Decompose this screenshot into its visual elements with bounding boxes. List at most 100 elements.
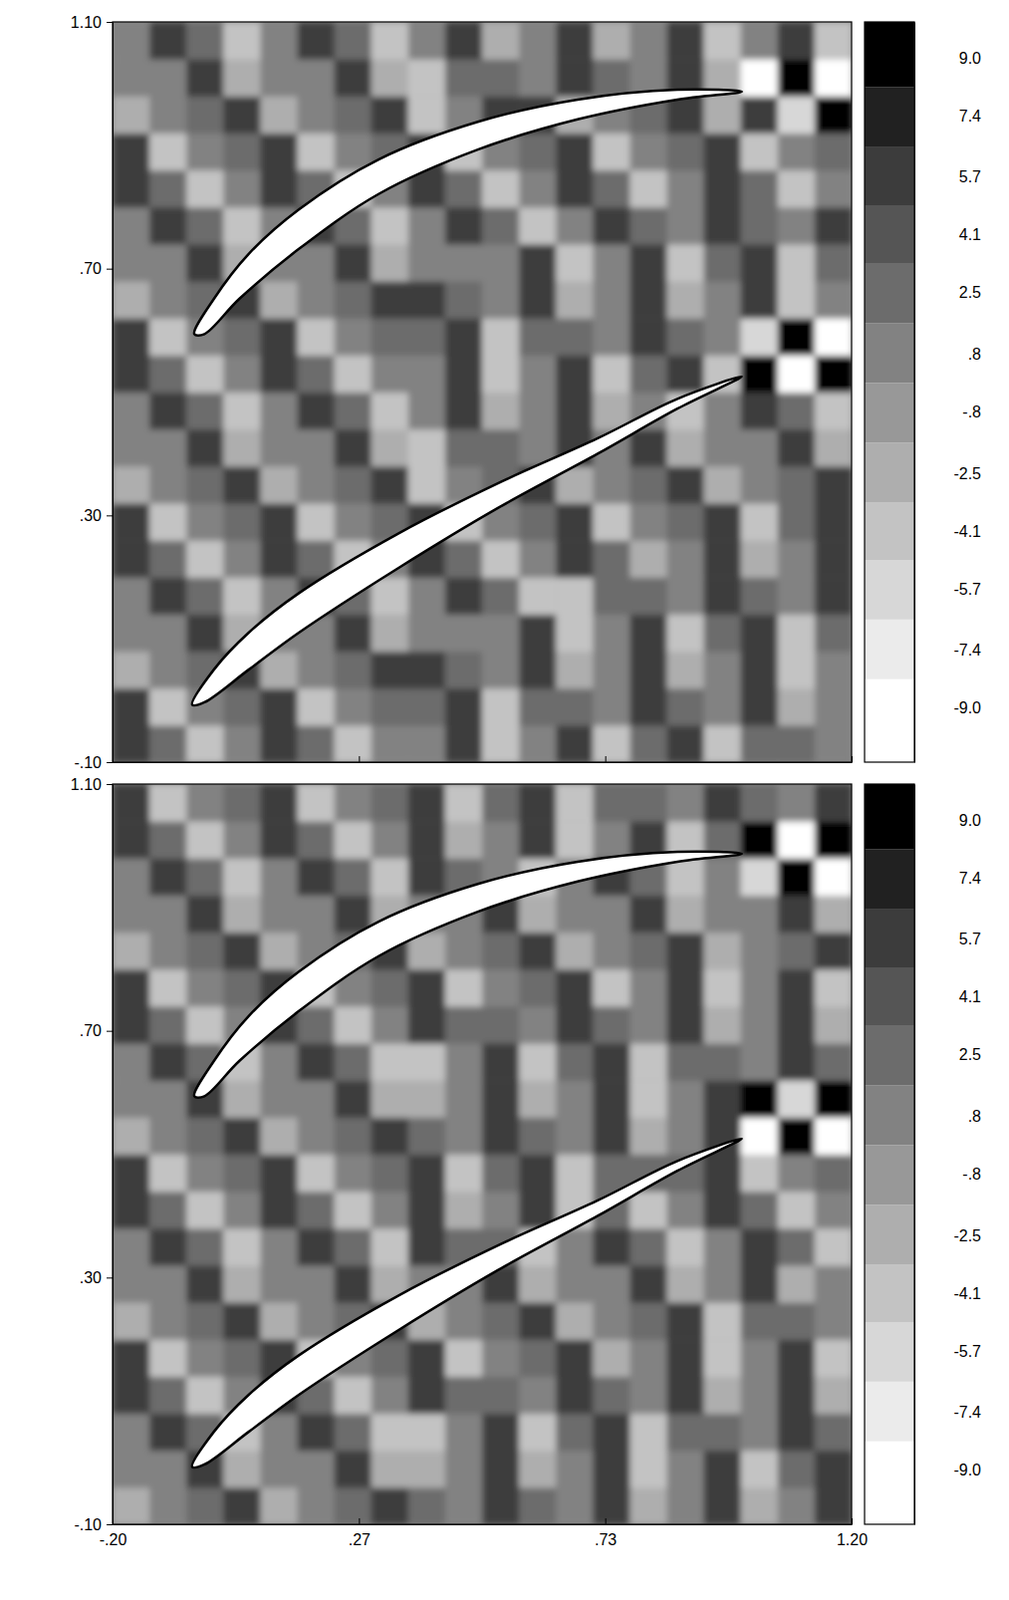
cell bbox=[555, 969, 594, 1008]
cell bbox=[518, 783, 557, 822]
cell bbox=[518, 21, 557, 60]
cell bbox=[777, 725, 816, 762]
cell bbox=[445, 354, 484, 393]
cell bbox=[186, 132, 225, 171]
cell bbox=[777, 1042, 816, 1081]
cell bbox=[704, 1413, 743, 1452]
cell bbox=[445, 969, 484, 1008]
cell bbox=[592, 1301, 631, 1340]
cell bbox=[408, 244, 447, 282]
cell bbox=[555, 1079, 594, 1118]
cell bbox=[334, 857, 373, 896]
cell bbox=[592, 132, 631, 171]
cell bbox=[741, 1487, 779, 1524]
y-tick-label: .30 bbox=[79, 1268, 102, 1286]
cell bbox=[445, 688, 484, 727]
cell bbox=[741, 392, 779, 431]
cell bbox=[223, 894, 261, 933]
cell bbox=[297, 429, 336, 468]
y-tick-mark bbox=[106, 1030, 113, 1032]
cell bbox=[777, 466, 816, 505]
cell bbox=[592, 820, 631, 859]
cell bbox=[186, 1154, 225, 1193]
cell bbox=[777, 1191, 816, 1230]
cell bbox=[777, 1264, 816, 1303]
cell bbox=[629, 244, 668, 282]
colorbar-band bbox=[864, 1085, 915, 1146]
cell bbox=[112, 244, 151, 282]
cell bbox=[149, 1450, 188, 1489]
colorbar-tick-label: 9.0 bbox=[959, 49, 982, 67]
x-tick bbox=[605, 756, 607, 762]
cell bbox=[592, 58, 631, 97]
cell bbox=[814, 21, 852, 60]
cell bbox=[408, 651, 447, 690]
cell bbox=[112, 1487, 151, 1524]
cell bbox=[259, 58, 298, 97]
cell bbox=[777, 783, 816, 822]
colorbar-band bbox=[864, 559, 915, 620]
cell bbox=[408, 1338, 447, 1377]
cell bbox=[408, 429, 447, 468]
cell bbox=[371, 207, 410, 246]
colorbar-tick-label: -7.4 bbox=[953, 641, 982, 659]
colorbar-tick: 9.0 bbox=[914, 811, 982, 829]
cell bbox=[777, 1450, 816, 1489]
cell bbox=[112, 651, 151, 690]
cell bbox=[518, 820, 557, 859]
cell bbox=[667, 613, 706, 652]
cell bbox=[629, 576, 668, 615]
cell bbox=[741, 1191, 779, 1230]
cell bbox=[592, 280, 631, 319]
cell bbox=[777, 429, 816, 468]
cell bbox=[186, 613, 225, 652]
cell bbox=[334, 783, 373, 822]
y-tick: .30 bbox=[79, 1268, 113, 1286]
cell bbox=[408, 392, 447, 431]
cell bbox=[186, 429, 225, 468]
cell bbox=[704, 969, 743, 1008]
cell bbox=[445, 1116, 484, 1155]
cell bbox=[592, 894, 631, 933]
cell bbox=[814, 725, 852, 762]
colorbar-tick-label: 7.4 bbox=[959, 869, 982, 887]
cell bbox=[518, 932, 557, 971]
cell bbox=[259, 1301, 298, 1340]
cell bbox=[777, 1375, 816, 1414]
cell bbox=[814, 1079, 852, 1118]
field bbox=[112, 783, 852, 1524]
cell bbox=[186, 1264, 225, 1303]
cell bbox=[741, 1338, 779, 1377]
cell bbox=[592, 466, 631, 505]
colorbar-tick-label: -9.0 bbox=[953, 699, 982, 717]
cell bbox=[667, 651, 706, 690]
cell bbox=[704, 21, 743, 60]
cell bbox=[149, 1154, 188, 1193]
cell bbox=[555, 392, 594, 431]
cell bbox=[223, 132, 261, 171]
cell bbox=[777, 132, 816, 171]
colorbar-tick: -5.7 bbox=[914, 580, 982, 598]
y-tick-label: -.10 bbox=[73, 754, 102, 771]
cell bbox=[704, 429, 743, 468]
y-tick: 1.10 bbox=[70, 13, 113, 31]
cell bbox=[223, 932, 261, 971]
cell bbox=[704, 1154, 743, 1193]
cell bbox=[741, 932, 779, 971]
x-tick-label: .73 bbox=[594, 1530, 617, 1548]
cell bbox=[667, 317, 706, 356]
cell bbox=[592, 1450, 631, 1489]
cell bbox=[112, 1228, 151, 1266]
cell bbox=[334, 1264, 373, 1303]
cell bbox=[445, 58, 484, 97]
y-tick: 1.10 bbox=[70, 775, 113, 793]
cell bbox=[259, 21, 298, 60]
cell bbox=[704, 170, 743, 209]
cell bbox=[223, 429, 261, 468]
cell bbox=[112, 170, 151, 209]
colorbar-tick: 2.5 bbox=[914, 283, 982, 301]
cell bbox=[667, 725, 706, 762]
cell bbox=[518, 207, 557, 246]
cell bbox=[259, 1191, 298, 1230]
cell bbox=[408, 466, 447, 505]
